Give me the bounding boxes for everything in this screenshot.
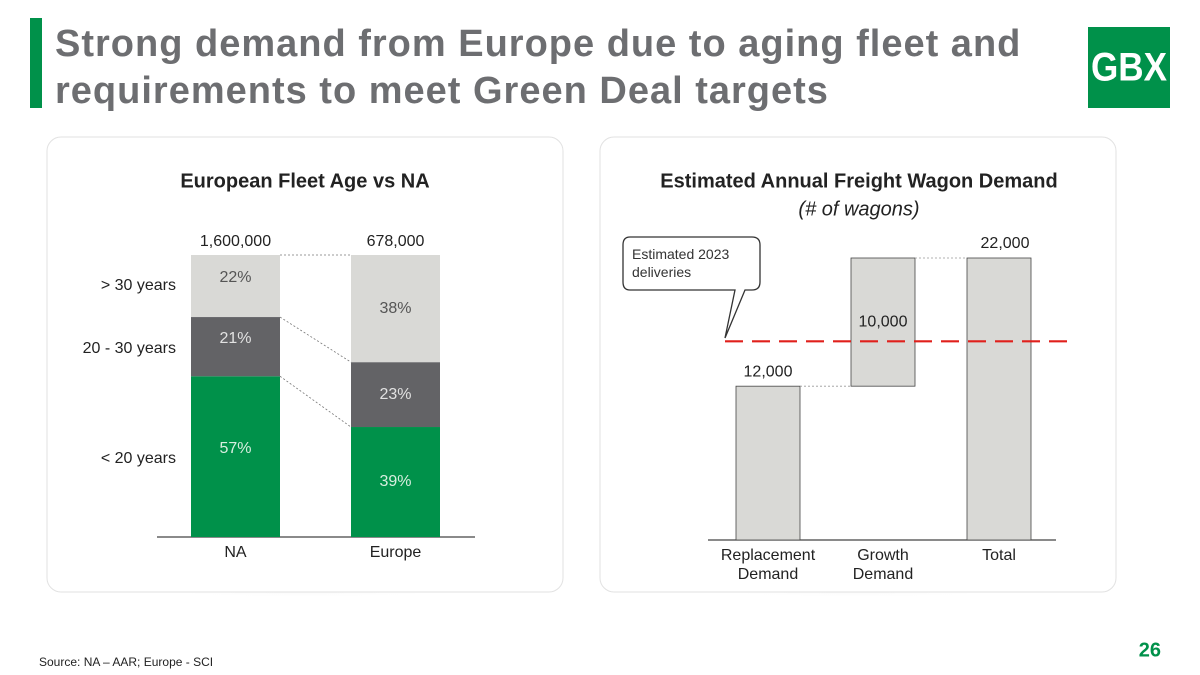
bar-segment — [191, 317, 280, 377]
value-label: 10,000 — [859, 313, 908, 330]
total-label: 678,000 — [367, 233, 425, 250]
value-label: 23% — [379, 386, 411, 403]
page-number: 26 — [1139, 639, 1161, 661]
logo-box — [1088, 27, 1170, 108]
chart-title: European Fleet Age vs NA — [180, 170, 429, 192]
bar-segment — [351, 427, 440, 537]
chart-title: Estimated Annual Freight Wagon Demand — [660, 170, 1057, 192]
value-label: 22,000 — [981, 235, 1030, 252]
bar-segment — [351, 362, 440, 428]
row-label: > 30 years — [101, 277, 176, 294]
row-label: 20 - 30 years — [83, 340, 176, 357]
connector — [279, 375, 352, 428]
source-note: Source: NA – AAR; Europe - SCI — [39, 655, 213, 669]
value-label: 57% — [219, 440, 251, 457]
x-tick-label: NA — [224, 544, 247, 561]
callout-text: Estimated 2023 deliveries — [632, 246, 730, 280]
x-tick-label: Growth Demand — [853, 547, 913, 583]
bar-segment — [191, 255, 280, 318]
x-tick-label: Europe — [370, 544, 422, 561]
title-accent — [30, 18, 42, 108]
x-tick-label: Replacement Demand — [721, 547, 816, 583]
chart-subtitle: (# of wagons) — [798, 198, 919, 220]
x-tick-label: Total — [982, 547, 1016, 564]
bar — [966, 257, 1032, 541]
bar-segment — [351, 255, 440, 363]
slide-title: Strong demand from Europe due to aging f… — [55, 23, 1021, 112]
callout-box — [622, 236, 761, 339]
value-label: 38% — [379, 300, 411, 317]
panel — [46, 136, 564, 593]
value-label: 22% — [219, 269, 251, 286]
logo: GBX — [1091, 46, 1167, 90]
bar-segment — [191, 376, 280, 537]
total-label: 1,600,000 — [200, 233, 271, 250]
bar — [735, 385, 801, 541]
value-label: 39% — [379, 473, 411, 490]
value-label: 21% — [219, 330, 251, 347]
row-label: < 20 years — [101, 450, 176, 467]
value-label: 12,000 — [744, 363, 793, 380]
bar — [850, 257, 916, 387]
